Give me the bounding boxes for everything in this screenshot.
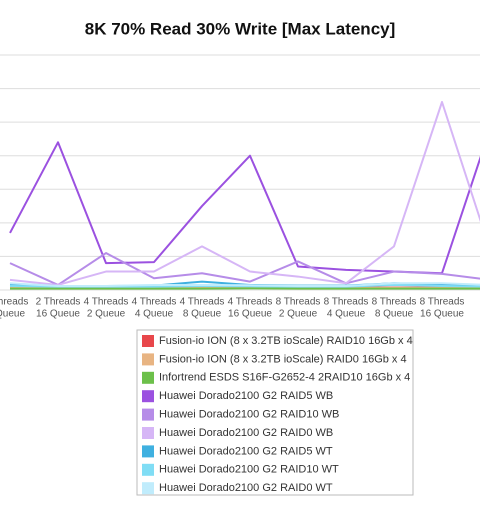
legend-label: Fusion-io ION (8 x 3.2TB ioScale) RAID10… [159, 335, 413, 347]
legend-swatch [142, 482, 154, 495]
x-tick-label: 8 Threads [324, 297, 369, 308]
x-tick-label: 16 Queue [228, 309, 272, 320]
legend-swatch [142, 463, 154, 476]
legend-label: Infortrend ESDS S16F-G2652-4 2RAID10 16G… [159, 372, 410, 384]
x-tick-label: Threads [0, 297, 28, 308]
x-tick-label: 8 Threads [372, 297, 417, 308]
x-tick-label: 2 Queue [87, 309, 126, 320]
legend-label: Fusion-io ION (8 x 3.2TB ioScale) RAID0 … [159, 353, 407, 365]
x-tick-label: 16 Queue [420, 309, 464, 320]
x-tick-label: 8 Queue [375, 309, 414, 320]
series-line [9, 282, 480, 287]
series-line [9, 252, 480, 286]
legend-swatch [142, 390, 154, 403]
chart-title: 8K 70% Read 30% Write [Max Latency] [85, 19, 396, 38]
legend-swatch [142, 427, 154, 439]
x-tick-label: 16 Queue [36, 309, 80, 320]
x-tick-label: 8 Threads [276, 297, 321, 308]
x-tick-label: 4 Threads [180, 297, 225, 308]
x-tick-label: 4 Queue [327, 309, 366, 320]
legend-box [136, 329, 414, 496]
x-tick-label: 8 Queue [183, 309, 222, 320]
x-tick-label: 2 Threads [36, 297, 81, 308]
x-tick-label: 2 Queue [279, 309, 318, 320]
legend-swatch [142, 371, 154, 384]
x-tick-label: 4 Threads [84, 297, 129, 308]
series-line [9, 101, 480, 286]
x-tick-label: 8 Threads [420, 297, 465, 308]
legend-label: Huawei Dorado2100 G2 RAID5 WT [159, 445, 333, 457]
x-tick-label: 4 Threads [132, 297, 177, 308]
x-tick-label: Queue [0, 309, 25, 320]
x-tick-label: 4 Queue [135, 309, 174, 320]
legend-label: Huawei Dorado2100 G2 RAID10 WB [159, 409, 339, 421]
legend-swatch [142, 335, 154, 347]
legend-label: Huawei Dorado2100 G2 RAID0 WT [159, 482, 333, 494]
legend-swatch [142, 353, 154, 366]
legend-label: Huawei Dorado2100 G2 RAID0 WB [159, 427, 333, 439]
legend-label: Huawei Dorado2100 G2 RAID10 WT [159, 464, 339, 476]
x-tick-label: 4 Threads [228, 297, 273, 308]
legend-swatch [142, 445, 154, 458]
legend-swatch [142, 408, 154, 421]
legend-label: Huawei Dorado2100 G2 RAID5 WB [159, 390, 333, 402]
